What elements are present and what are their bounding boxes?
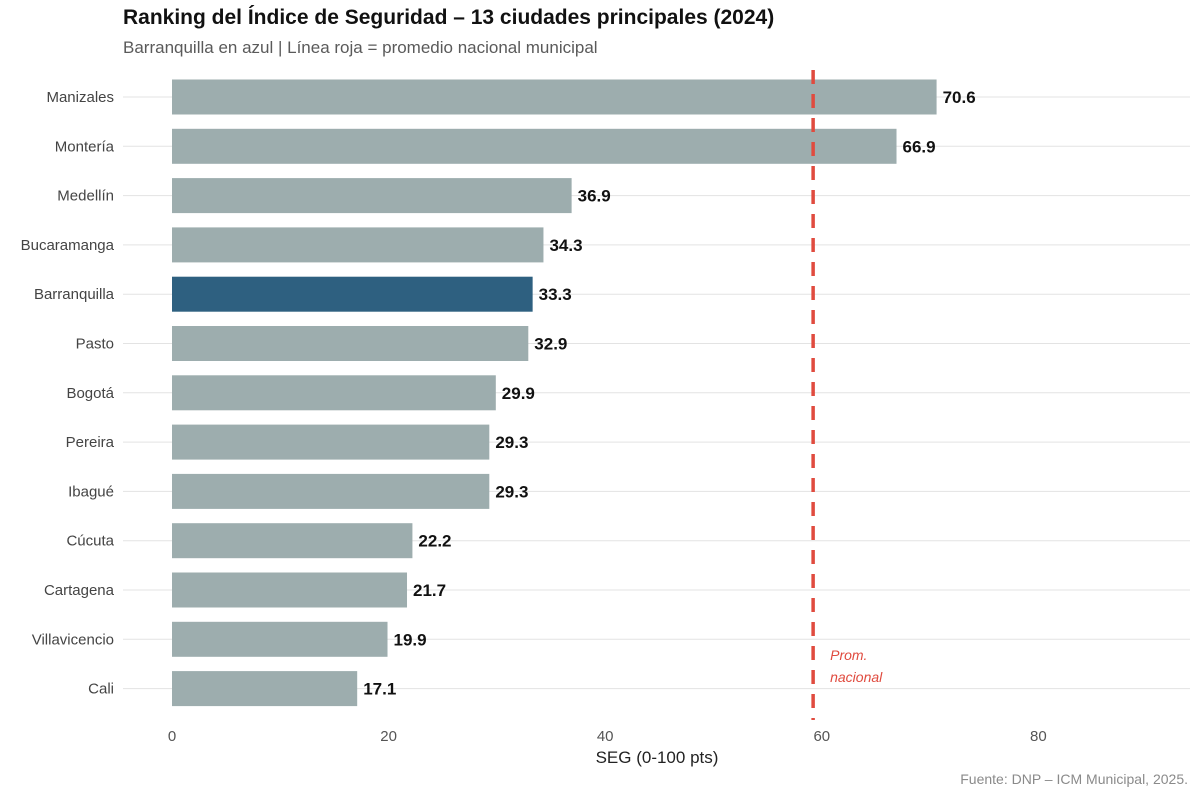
- bar: [172, 572, 408, 608]
- value-label: 29.3: [495, 482, 528, 501]
- bar: [172, 671, 358, 707]
- source-caption: Fuente: DNP – ICM Municipal, 2025.: [960, 771, 1188, 787]
- value-label: 34.3: [549, 236, 582, 255]
- category-label: Barranquilla: [34, 286, 115, 303]
- bar-highlight: [172, 276, 533, 312]
- category-label: Montería: [55, 138, 115, 155]
- x-tick-label: 80: [1030, 728, 1047, 745]
- category-label: Bucaramanga: [21, 237, 115, 254]
- category-label: Manizales: [46, 89, 114, 106]
- category-label: Pasto: [76, 336, 114, 353]
- category-label: Bogotá: [66, 385, 114, 402]
- chart-title: Ranking del Índice de Seguridad – 13 ciu…: [123, 6, 775, 29]
- labels: Manizales 70.6 Montería 66.9 Medellín 36.9 Buc…: [21, 88, 976, 699]
- x-tick-label: 40: [597, 728, 614, 745]
- value-label: 21.7: [413, 581, 446, 600]
- category-label: Cali: [88, 681, 114, 698]
- x-tick-label: 0: [168, 728, 176, 745]
- category-label: Villavicencio: [32, 631, 114, 648]
- category-label: Ibagué: [68, 483, 114, 500]
- bars: [172, 79, 937, 707]
- bar: [172, 523, 413, 559]
- bar: [172, 424, 490, 460]
- value-label: 17.1: [363, 680, 396, 699]
- chart-subtitle: Barranquilla en azul | Línea roja = prom…: [123, 38, 598, 57]
- bar: [172, 178, 572, 214]
- reference-label-line1: Prom.: [830, 647, 867, 663]
- bar: [172, 473, 490, 509]
- value-label: 32.9: [534, 335, 567, 354]
- category-label: Cúcuta: [66, 533, 114, 550]
- value-label: 19.9: [394, 630, 427, 649]
- bar: [172, 227, 544, 263]
- reference-line-group: Prom. nacional: [811, 70, 883, 720]
- bar: [172, 375, 496, 411]
- bar: [172, 128, 897, 164]
- x-axis-title: SEG (0-100 pts): [596, 748, 719, 767]
- x-axis: 0 20 40 60 80 SEG (0-100 pts): [168, 728, 1047, 767]
- bar: [172, 79, 937, 115]
- value-label: 29.3: [495, 433, 528, 452]
- value-label: 29.9: [502, 384, 535, 403]
- bar: [172, 621, 388, 657]
- value-label: 70.6: [943, 88, 976, 107]
- x-tick-label: 20: [380, 728, 397, 745]
- reference-label-line2: nacional: [830, 669, 883, 685]
- x-tick-label: 60: [813, 728, 830, 745]
- value-label: 36.9: [578, 187, 611, 206]
- value-label: 66.9: [903, 137, 936, 156]
- bar: [172, 326, 529, 361]
- category-label: Pereira: [66, 434, 115, 451]
- category-label: Medellín: [57, 188, 114, 205]
- value-label: 33.3: [539, 285, 572, 304]
- category-label: Cartagena: [44, 582, 115, 599]
- value-label: 22.2: [418, 532, 451, 551]
